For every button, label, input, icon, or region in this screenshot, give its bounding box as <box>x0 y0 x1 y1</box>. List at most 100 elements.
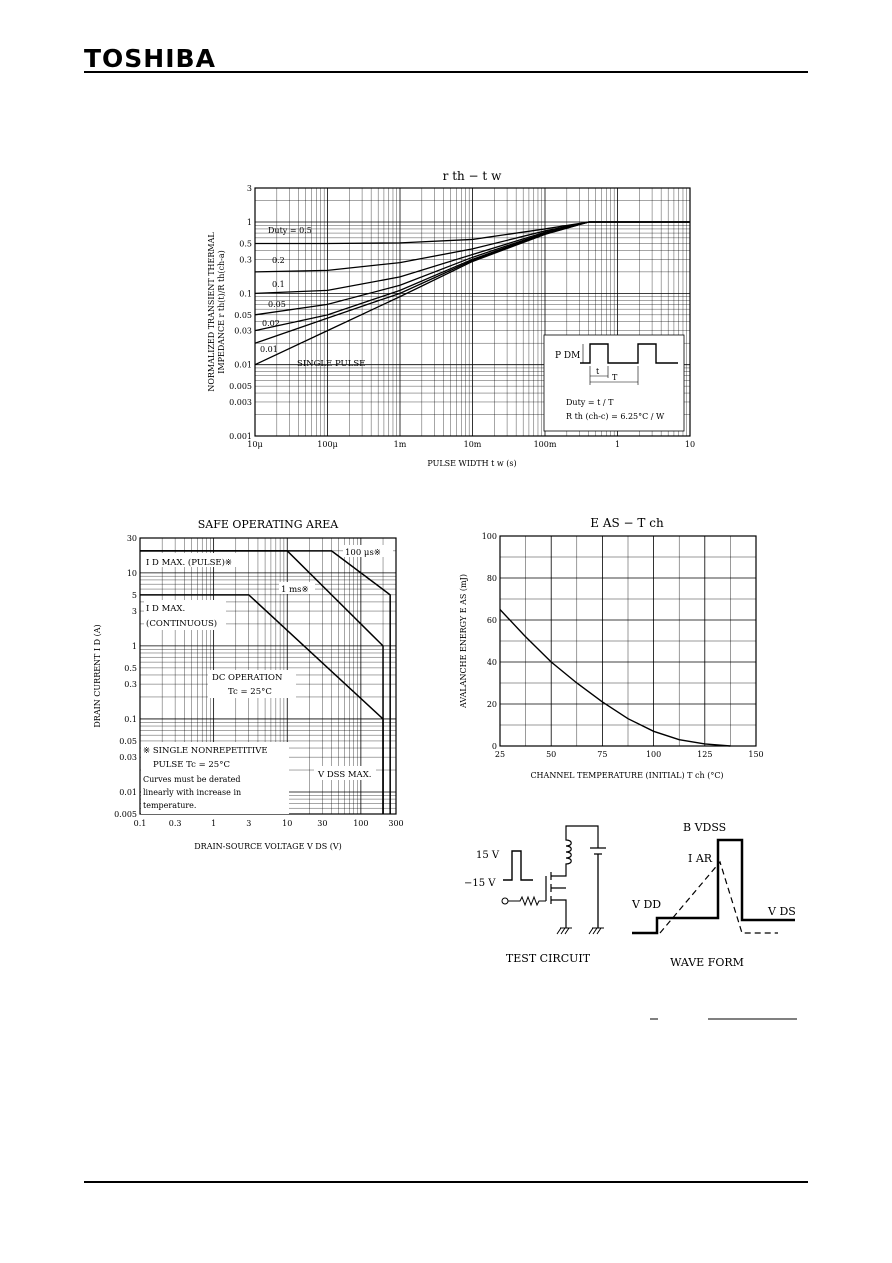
eas-x-tick-label: 125 <box>697 750 712 759</box>
inductor-coil <box>565 825 599 866</box>
rth-y-tick-label: 1 <box>247 218 252 227</box>
rth-y-tick-label: 3 <box>247 184 252 193</box>
soa-x-tick-label: 30 <box>317 819 327 828</box>
soa-y-tick-label: 1 <box>132 642 137 651</box>
soa-series-line-2 <box>140 594 384 814</box>
eas-y-tick-label: 0 <box>492 742 497 751</box>
eas-y-axis-label: AVALANCHE ENERGY E AS (mJ) <box>459 574 468 709</box>
toshiba-logo: TOSHIBA <box>84 44 216 73</box>
eas-y-ticks: 0 20 40 60 80 100 <box>482 532 497 751</box>
eas-y-tick-label: 60 <box>487 616 497 625</box>
soa-y-tick-label: 0.01 <box>119 788 137 797</box>
test-circuit-caption: TEST CIRCUIT <box>506 952 591 965</box>
gate-resistor <box>508 895 546 907</box>
soa-x-tick-label: 0.1 <box>134 819 147 828</box>
rth-y-tick-label: 0.3 <box>239 255 252 264</box>
series-label-0.02: 0.02 <box>262 319 280 328</box>
rth-title: r th − t w <box>443 169 502 183</box>
soa-label-dc-tc: Tc = 25°C <box>228 687 272 697</box>
inset-T-label: T <box>612 373 618 382</box>
header-rule <box>84 71 808 73</box>
wave-vds-trace <box>632 838 795 935</box>
soa-label-continuous: (CONTINUOUS) <box>146 618 217 629</box>
soa-y-tick-label: 0.1 <box>124 715 137 724</box>
soa-labels: I D MAX. (PULSE)※ I D MAX. (CONTINUOUS) … <box>141 545 393 814</box>
rth-y-ticks: 0.001 0.003 0.005 0.01 0.03 0.05 0.1 0.3 0.5 1 3 <box>229 184 252 441</box>
soa-label-id-max: I D MAX. <box>146 604 185 614</box>
wave-iar-label: I AR <box>688 852 713 865</box>
eas-x-tick-label: 50 <box>546 750 556 759</box>
rth-x-axis-label: PULSE WIDTH t w (s) <box>427 459 516 468</box>
eas-x-axis-label: CHANNEL TEMPERATURE (INITIAL) T ch (°C) <box>530 771 723 780</box>
rth-series-line-6 <box>254 221 690 366</box>
soa-label-dc-operation: DC OPERATION <box>212 673 283 683</box>
soa-label-id-pulse: I D MAX. (PULSE)※ <box>146 557 232 568</box>
soa-label-vdss: V DSS MAX. <box>317 770 371 780</box>
test-circuit: 15 V −15 V TEST CIRCUIT <box>464 825 606 965</box>
soa-x-tick-label: 300 <box>388 819 403 828</box>
eas-tch-chart: 25 50 75 100 125 150 0 20 40 60 80 100 E AS − T ch… <box>459 516 764 780</box>
rth-x-tick-label: 10 <box>685 440 695 449</box>
soa-label-1ms: 1 ms※ <box>281 585 309 595</box>
soa-x-tick-label: 3 <box>246 819 251 828</box>
soa-y-tick-label: 0.3 <box>124 680 137 689</box>
rth-y-tick-label: 0.005 <box>229 382 252 391</box>
soa-x-tick-label: 10 <box>282 819 292 828</box>
wave-current-trace <box>659 860 778 934</box>
soa-y-tick-label: 0.5 <box>124 664 137 673</box>
rth-y-tick-label: 0.003 <box>229 398 252 407</box>
inset-pdm-label: P DM <box>555 351 580 361</box>
eas-title: E AS − T ch <box>590 516 664 530</box>
eas-x-tick-label: 75 <box>597 750 607 759</box>
gate-pulse-wave <box>503 850 533 881</box>
soa-note-3: Curves must be derated <box>143 775 241 784</box>
soa-y-tick-label: 5 <box>132 591 137 600</box>
rth-x-tick-label: 100μ <box>317 440 337 449</box>
ground-symbols <box>556 927 604 935</box>
supply-battery <box>590 847 606 928</box>
wave-vds-label: V DS <box>767 905 796 918</box>
test-circuit-15v: 15 V <box>476 850 500 861</box>
series-label-0.2: 0.2 <box>272 256 285 265</box>
soa-title: SAFE OPERATING AREA <box>198 518 340 531</box>
inset-t-label: t <box>596 367 600 376</box>
rth-y-tick-label: 0.01 <box>234 361 252 370</box>
eas-x-ticks: 25 50 75 100 125 150 <box>495 750 764 759</box>
soa-note-5: temperature. <box>143 801 196 810</box>
inset-pulse-train <box>580 343 678 364</box>
eas-grid <box>499 535 757 747</box>
soa-x-ticks: 0.1 0.3 1 3 10 30 100 300 <box>134 819 404 828</box>
eas-x-tick-label: 25 <box>495 750 505 759</box>
series-label-duty-0.5: Duty = 0.5 <box>268 226 312 235</box>
wave-form-caption: WAVE FORM <box>670 956 744 969</box>
eas-x-tick-label: 150 <box>748 750 763 759</box>
rth-tw-chart: 10μ 100μ 1m 10m 100m 1 10 0.0010.0030.0050.010… <box>207 169 695 468</box>
inset-duty-text: Duty = t / T <box>566 398 614 407</box>
rth-y-tick-label: 0.05 <box>234 311 252 320</box>
soa-x-axis-label: DRAIN-SOURCE VOLTAGE V DS (V) <box>194 842 341 851</box>
rth-y-tick-label: 0.03 <box>234 327 252 336</box>
soa-y-axis-label: DRAIN CURRENT I D (A) <box>93 624 102 727</box>
rth-curves <box>254 221 690 366</box>
mosfet-symbol <box>545 866 567 928</box>
rth-x-tick-label: 1m <box>394 440 407 449</box>
rth-x-tick-label: 100m <box>534 440 557 449</box>
rth-plot-frame <box>254 187 691 437</box>
soa-y-tick-label: 0.03 <box>119 753 137 762</box>
eas-y-tick-label: 80 <box>487 574 497 583</box>
footer-rule <box>84 1181 808 1183</box>
soa-x-tick-label: 1 <box>211 819 216 828</box>
rth-x-tick-label: 10m <box>464 440 482 449</box>
series-label-single-pulse: SINGLE PULSE <box>297 359 365 369</box>
soa-y-tick-label: 3 <box>132 607 137 616</box>
soa-y-ticks: 0.005 0.01 0.03 0.05 0.1 0.3 0.5 1 3 5 10 30 <box>114 534 137 819</box>
rth-y-tick-label: 0.001 <box>229 432 252 441</box>
eas-x-tick-label: 100 <box>646 750 661 759</box>
eas-y-tick-label: 20 <box>487 700 497 709</box>
soa-note-4: linearly with increase in <box>143 788 241 797</box>
rth-y-axis-label-2: IMPEDANCE r th(t)/R th(ch-a) <box>217 250 226 373</box>
soa-note-2: PULSE Tc = 25°C <box>153 760 230 770</box>
series-label-0.1: 0.1 <box>272 280 285 289</box>
gate-input-terminal <box>501 897 509 905</box>
